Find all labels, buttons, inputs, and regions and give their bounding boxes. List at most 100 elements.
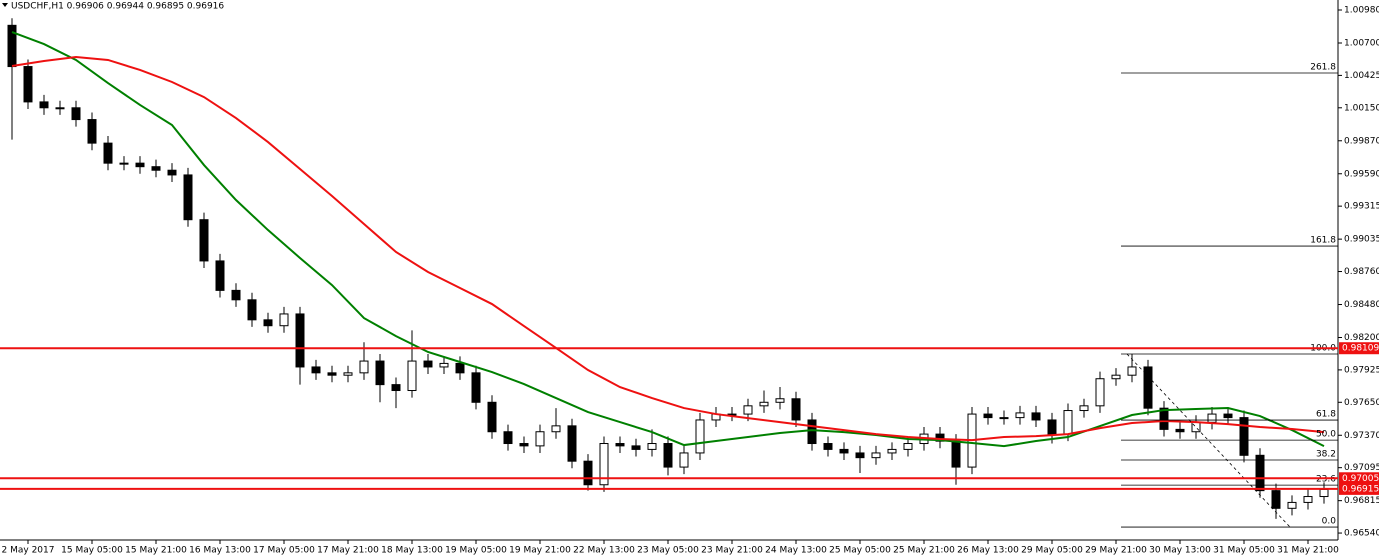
candle-body (535, 431, 545, 447)
candle-body (1271, 490, 1281, 509)
y-tick-label: 0.96815 (1344, 496, 1379, 506)
candle-body (247, 299, 257, 321)
candle-body (551, 425, 561, 433)
candle-body (775, 398, 785, 403)
candle-body (1015, 412, 1025, 419)
candle-body (1319, 488, 1329, 498)
candle-body (407, 360, 417, 392)
x-tick-label: 15 May 05:00 (61, 546, 123, 556)
candle-body (1223, 413, 1233, 419)
candle-body (391, 384, 401, 392)
candle-body (487, 401, 497, 433)
x-tick-label: 19 May 21:00 (509, 546, 571, 556)
candle-body (1287, 501, 1297, 509)
candle-body (71, 107, 81, 121)
candle-body (903, 443, 913, 450)
candle-body (199, 219, 209, 262)
fibo-trendline (1126, 353, 1291, 528)
candle-body (839, 448, 849, 454)
candle-body (359, 360, 369, 374)
candle-body (1047, 419, 1057, 435)
candle-body (1175, 428, 1185, 433)
y-tick-label: 0.97925 (1344, 365, 1379, 375)
y-tick-label: 0.99315 (1344, 202, 1379, 212)
x-tick-label: 29 May 21:00 (1085, 546, 1147, 556)
candle-body (871, 452, 881, 459)
candle-body (295, 313, 305, 368)
candle-body (23, 66, 33, 103)
candle-body (103, 142, 113, 164)
y-tick-label: 0.99870 (1344, 136, 1379, 146)
price-label-box (1339, 472, 1379, 485)
candle-body (215, 260, 225, 291)
x-tick-label: 31 May 05:00 (1213, 546, 1275, 556)
candle-body (87, 119, 97, 144)
candle-body (39, 101, 49, 109)
candle-body (1063, 410, 1073, 435)
candle-body (823, 443, 833, 450)
candle-body (679, 452, 689, 468)
x-tick-label: 23 May 21:00 (701, 546, 763, 556)
candle-body (759, 401, 769, 407)
candle-body (1079, 405, 1089, 412)
candle-body (647, 443, 657, 450)
candle-body (439, 362, 449, 368)
candle-body (935, 433, 945, 442)
candle-body (631, 445, 641, 450)
x-tick-label: 30 May 13:00 (1149, 546, 1211, 556)
y-tick-label: 0.98480 (1344, 300, 1379, 310)
candle-body (983, 413, 993, 419)
candle-body (311, 366, 321, 374)
candle-body (455, 362, 465, 374)
candle-body (887, 448, 897, 454)
moving-average (11, 56, 1325, 442)
candle-body (503, 431, 513, 445)
menu-triangle[interactable] (2, 3, 8, 7)
candle-body (663, 443, 673, 468)
candle-body (1255, 454, 1265, 492)
candle-body (1127, 366, 1137, 376)
candle-body (1143, 366, 1153, 409)
x-tick-label: 2 May 2017 (2, 546, 55, 556)
y-tick-label: 1.00425 (1344, 71, 1379, 81)
candle-body (1303, 496, 1313, 503)
y-tick-label: 1.00700 (1344, 38, 1379, 48)
candle-body (7, 24, 17, 68)
candle-body (599, 443, 609, 486)
fibo-label: 0.0 (1322, 517, 1337, 527)
candle-body (183, 174, 193, 221)
price-label: 0.96915 (1342, 484, 1379, 494)
x-tick-label: 26 May 13:00 (957, 546, 1019, 556)
candle-body (263, 319, 273, 327)
y-tick-label: 0.98760 (1344, 267, 1379, 277)
price-label: 0.97005 (1342, 474, 1379, 484)
fibo-label: 61.8 (1316, 410, 1336, 420)
y-tick-label: 1.00150 (1344, 103, 1379, 113)
candle-body (55, 107, 65, 110)
candle-body (327, 372, 337, 376)
candle-body (471, 372, 481, 403)
candle-body (615, 443, 625, 447)
y-tick-label: 0.99590 (1344, 169, 1379, 179)
candle-body (1239, 417, 1249, 456)
candle-body (135, 162, 145, 168)
y-tick-label: 0.98200 (1344, 333, 1379, 343)
x-tick-label: 25 May 21:00 (893, 546, 955, 556)
y-tick-label: 0.96540 (1344, 529, 1379, 539)
candle-body (343, 372, 353, 376)
candle-body (951, 440, 961, 468)
x-tick-label: 17 May 05:00 (253, 546, 315, 556)
candle-body (855, 452, 865, 459)
chart-title: USDCHF,H1 0.96906 0.96944 0.96895 0.9691… (11, 2, 224, 12)
x-tick-label: 31 May 21:00 (1277, 546, 1339, 556)
x-tick-label: 22 May 13:00 (573, 546, 635, 556)
candle-body (791, 398, 801, 421)
x-tick-label: 16 May 13:00 (189, 546, 251, 556)
fibo-label: 161.8 (1310, 236, 1336, 246)
candle-body (743, 405, 753, 415)
y-tick-label: 0.97095 (1344, 463, 1379, 473)
x-tick-label: 23 May 05:00 (637, 546, 699, 556)
x-tick-label: 15 May 21:00 (125, 546, 187, 556)
x-tick-label: 19 May 05:00 (445, 546, 507, 556)
